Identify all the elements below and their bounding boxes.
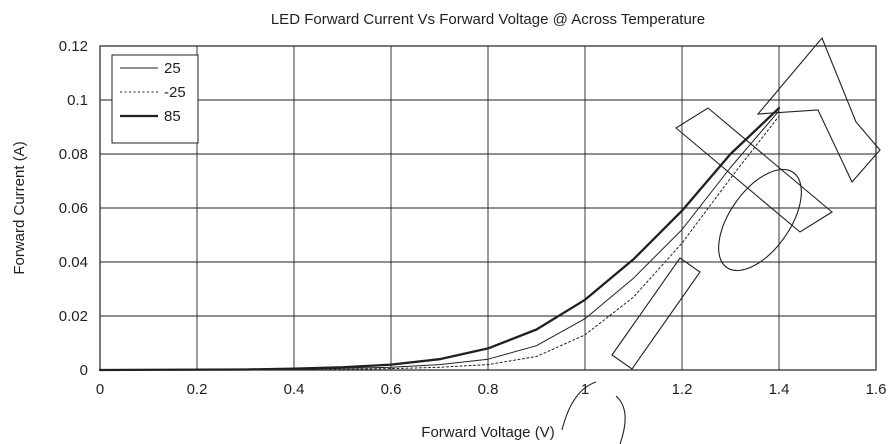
x-tick-label: 0 xyxy=(96,381,104,398)
x-axis-title: Forward Voltage (V) xyxy=(421,424,554,441)
x-tick-label: 1 xyxy=(581,381,589,398)
x-tick-label: 1.2 xyxy=(672,381,693,398)
x-tick-label: 1.4 xyxy=(769,381,790,398)
y-tick-labels: 0 0.02 0.04 0.06 0.08 0.1 0.12 xyxy=(59,38,88,379)
grid-lines xyxy=(99,45,877,371)
y-tick-label: 0.06 xyxy=(59,200,88,217)
y-tick-label: 0.08 xyxy=(59,146,88,163)
legend-label: 85 xyxy=(164,108,181,125)
legend-label: 25 xyxy=(164,60,181,77)
y-tick-label: 0.02 xyxy=(59,308,88,325)
series-line-0 xyxy=(99,110,780,371)
y-tick-label: 0.04 xyxy=(59,254,88,271)
x-tick-label: 1.6 xyxy=(866,381,887,398)
series-lines xyxy=(98,106,781,372)
x-tick-label: 0.2 xyxy=(187,381,208,398)
y-tick-label: 0 xyxy=(80,362,88,379)
watermark-zigzag xyxy=(756,36,881,183)
x-tick-label: 0.8 xyxy=(478,381,499,398)
legend-box xyxy=(111,54,199,144)
watermark-bar xyxy=(611,257,701,370)
watermark-stamp xyxy=(561,36,881,444)
chart-title: LED Forward Current Vs Forward Voltage @… xyxy=(271,11,705,28)
watermark-arc xyxy=(615,395,626,444)
watermark-bar xyxy=(675,107,833,233)
y-tick-label: 0.1 xyxy=(67,92,88,109)
x-tick-label: 0.6 xyxy=(381,381,402,398)
series-line-2 xyxy=(98,106,781,372)
legend-label: -25 xyxy=(164,84,186,101)
x-tick-labels: 0 0.2 0.4 0.6 0.8 1 1.2 1.4 1.6 xyxy=(96,381,887,398)
watermark-ellipse xyxy=(718,168,802,272)
x-tick-label: 0.4 xyxy=(284,381,305,398)
watermark-arc xyxy=(561,381,597,431)
legend: 25 -25 85 xyxy=(111,54,199,144)
plot-frame xyxy=(99,45,877,371)
y-tick-label: 0.12 xyxy=(59,38,88,55)
y-axis-title: Forward Current (A) xyxy=(11,141,28,274)
